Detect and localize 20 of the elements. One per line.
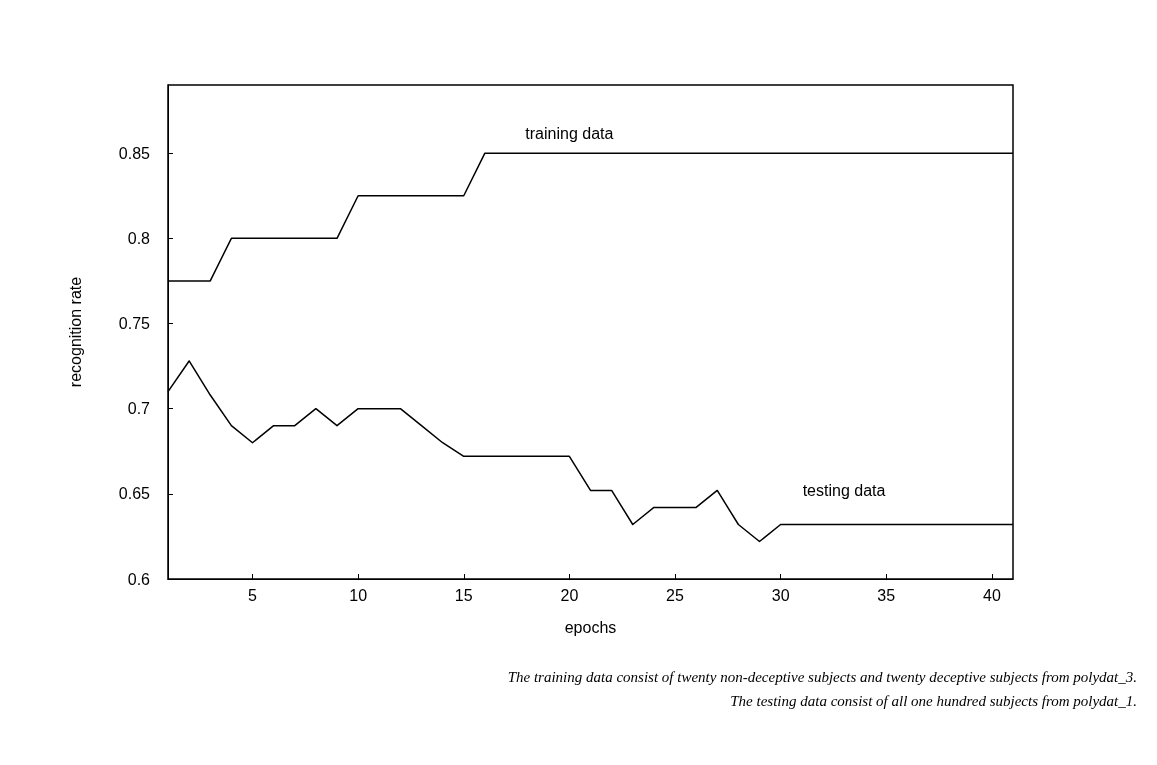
y-tick-label: 0.6	[127, 570, 151, 588]
x-tick-label: 15	[454, 586, 473, 604]
x-tick-label: 20	[560, 586, 579, 604]
x-tick-label: 40	[982, 586, 1001, 604]
y-tick-label: 0.75	[118, 314, 151, 332]
series-label: testing data	[802, 481, 886, 499]
x-axis-title: epochs	[564, 618, 617, 636]
y-tick-label: 0.85	[118, 144, 151, 162]
x-tick-label: 5	[248, 586, 258, 604]
text: The training data consist of twenty non-deceptive subjects and twenty deceptive subjects from polydat_3.	[507, 668, 1137, 687]
y-tick-label: 0.8	[127, 229, 151, 247]
series-label: training data	[525, 124, 614, 142]
text: The testing data consist of all one hundred subjects from polydat_1.	[729, 692, 1137, 711]
x-tick-label: 25	[666, 586, 684, 604]
y-tick-label: 0.65	[118, 485, 151, 503]
y-tick-label: 0.7	[127, 400, 151, 418]
x-tick-label: 10	[349, 586, 368, 604]
x-tick-label: 35	[877, 586, 896, 604]
x-tick-label: 30	[771, 586, 790, 604]
y-axis-title: recognition rate	[66, 276, 84, 388]
